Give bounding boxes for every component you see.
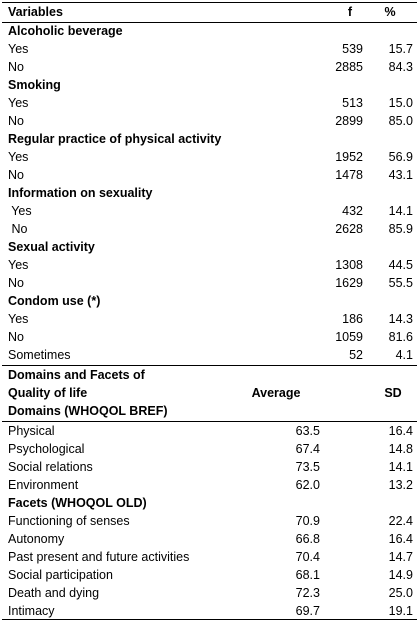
header-rule — [2, 22, 417, 23]
section-title: Sexual activity — [8, 240, 95, 254]
cell: 1478 — [335, 168, 363, 182]
cell: 539 — [342, 42, 363, 56]
section-title: Information on sexuality — [8, 186, 153, 200]
cell: 62.0 — [295, 478, 320, 492]
row-label: Yes — [8, 258, 29, 272]
cell: 63.5 — [295, 424, 320, 438]
header-cell: Variables — [8, 5, 63, 19]
cell: 84.3 — [388, 60, 413, 74]
cell: 56.9 — [388, 150, 413, 164]
section-title: Domains (WHOQOL BREF) — [8, 404, 168, 418]
cell: 52 — [349, 348, 363, 362]
cell: 22.4 — [388, 514, 413, 528]
row-label: No — [8, 114, 24, 128]
header-cell: Domains and Facets of — [8, 368, 145, 382]
row-label: Environment — [8, 478, 79, 492]
row-label: No — [8, 330, 24, 344]
header-cell: Quality of life — [8, 386, 88, 400]
cell: 69.7 — [295, 604, 320, 618]
cell: 14.8 — [388, 442, 413, 456]
row-label: Functioning of senses — [8, 514, 130, 528]
cell: 14.7 — [388, 550, 413, 564]
row-label: Social participation — [8, 568, 113, 582]
row-label: No — [8, 222, 28, 236]
cell: 68.1 — [295, 568, 320, 582]
cell: 15.7 — [388, 42, 413, 56]
cell: 25.0 — [388, 586, 413, 600]
row-label: Yes — [8, 204, 32, 218]
cell: 44.5 — [388, 258, 413, 272]
cell: 43.1 — [388, 168, 413, 182]
cell: 85.0 — [388, 114, 413, 128]
cell: 513 — [342, 96, 363, 110]
row-label: Past present and future activities — [8, 550, 190, 564]
cell: 2885 — [335, 60, 363, 74]
header-cell: SD — [384, 386, 402, 400]
row-label: Yes — [8, 42, 29, 56]
row-label: No — [8, 60, 24, 74]
row-label: Social relations — [8, 460, 93, 474]
row-label: Yes — [8, 312, 29, 326]
cell: 16.4 — [388, 532, 413, 546]
cell: 85.9 — [388, 222, 413, 236]
cell: 1059 — [335, 330, 363, 344]
section-title: Facets (WHOQOL OLD) — [8, 496, 147, 510]
section-title: Smoking — [8, 78, 61, 92]
top-rule — [2, 2, 417, 3]
row-label: No — [8, 168, 24, 182]
header-cell: % — [384, 5, 396, 19]
cell: 14.1 — [388, 204, 413, 218]
section-title: Condom use (*) — [8, 294, 101, 308]
header-rule — [2, 421, 417, 422]
cell: 2628 — [335, 222, 363, 236]
row-label: Yes — [8, 96, 29, 110]
cell: 432 — [342, 204, 363, 218]
cell: 72.3 — [295, 586, 320, 600]
row-label: Psychological — [8, 442, 85, 456]
cell: 14.3 — [388, 312, 413, 326]
cell: 66.8 — [295, 532, 320, 546]
cell: 1308 — [335, 258, 363, 272]
cell: 4.1 — [395, 348, 413, 362]
cell: 15.0 — [388, 96, 413, 110]
cell: 13.2 — [388, 478, 413, 492]
cell: 19.1 — [388, 604, 413, 618]
header-cell: Average — [251, 386, 301, 400]
row-label: Yes — [8, 150, 29, 164]
cell: 186 — [342, 312, 363, 326]
cell: 16.4 — [388, 424, 413, 438]
header-cell: f — [347, 5, 353, 19]
cell: 73.5 — [295, 460, 320, 474]
cell: 70.9 — [295, 514, 320, 528]
cell: 2899 — [335, 114, 363, 128]
section-title: Regular practice of physical activity — [8, 132, 222, 146]
row-label: No — [8, 276, 24, 290]
row-label: Death and dying — [8, 586, 100, 600]
cell: 81.6 — [388, 330, 413, 344]
cell: 1952 — [335, 150, 363, 164]
row-label: Sometimes — [8, 348, 71, 362]
cell: 14.1 — [388, 460, 413, 474]
section-rule — [2, 365, 417, 366]
cell: 14.9 — [388, 568, 413, 582]
section-title: Alcoholic beverage — [8, 24, 123, 38]
bottom-rule — [2, 619, 417, 620]
row-label: Physical — [8, 424, 55, 438]
cell: 70.4 — [295, 550, 320, 564]
row-label: Intimacy — [8, 604, 55, 618]
cell: 1629 — [335, 276, 363, 290]
row-label: Autonomy — [8, 532, 65, 546]
cell: 67.4 — [295, 442, 320, 456]
cell: 55.5 — [388, 276, 413, 290]
